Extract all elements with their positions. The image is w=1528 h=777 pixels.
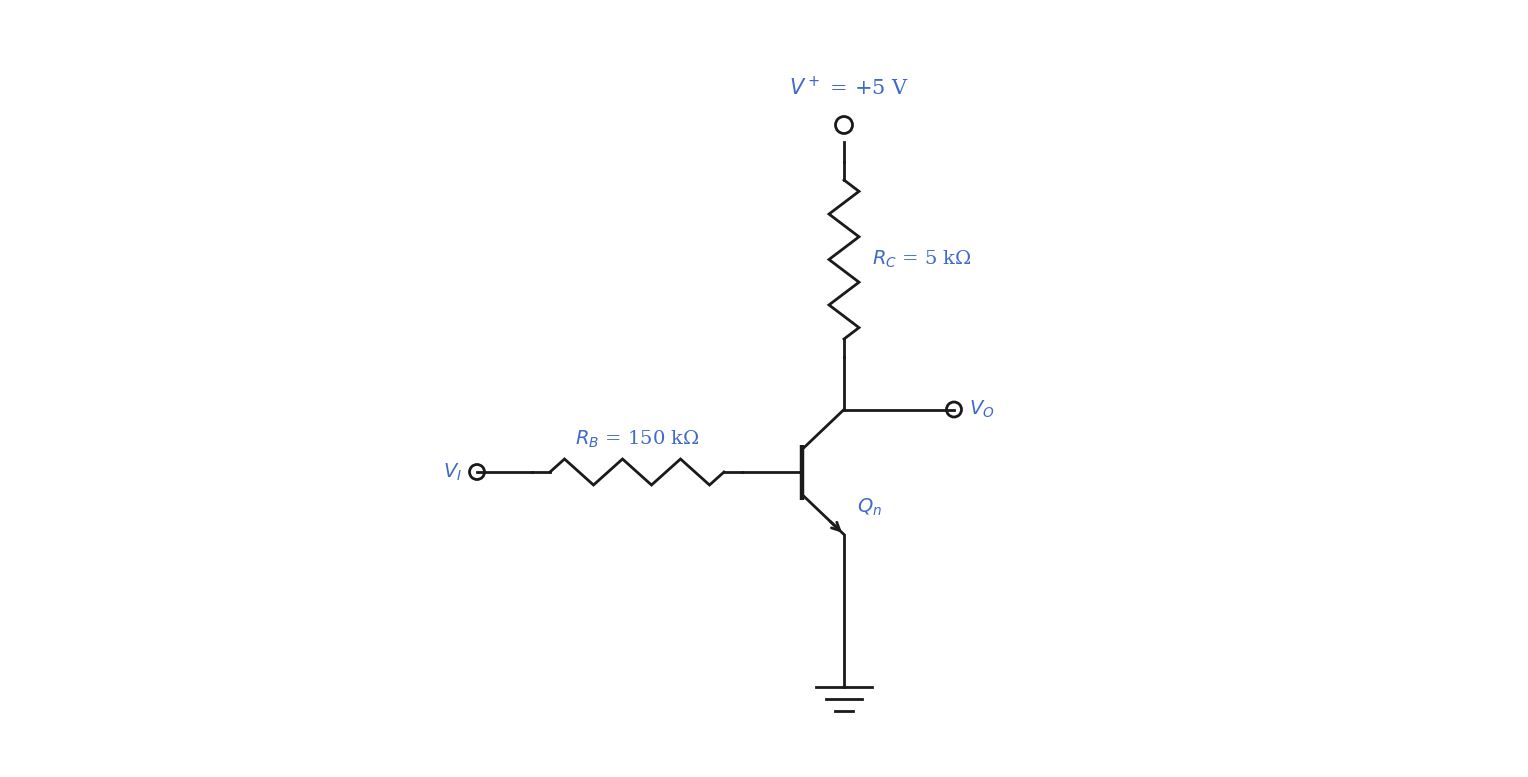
Text: $V_O$: $V_O$: [969, 399, 995, 420]
Text: $R_B$ = 150 kΩ: $R_B$ = 150 kΩ: [575, 429, 700, 450]
Text: $V_I$: $V_I$: [443, 462, 461, 483]
Text: $Q_n$: $Q_n$: [857, 497, 882, 518]
Text: $R_C$ = 5 kΩ: $R_C$ = 5 kΩ: [872, 249, 972, 270]
Text: $V^+$ = +5 V: $V^+$ = +5 V: [788, 75, 909, 99]
